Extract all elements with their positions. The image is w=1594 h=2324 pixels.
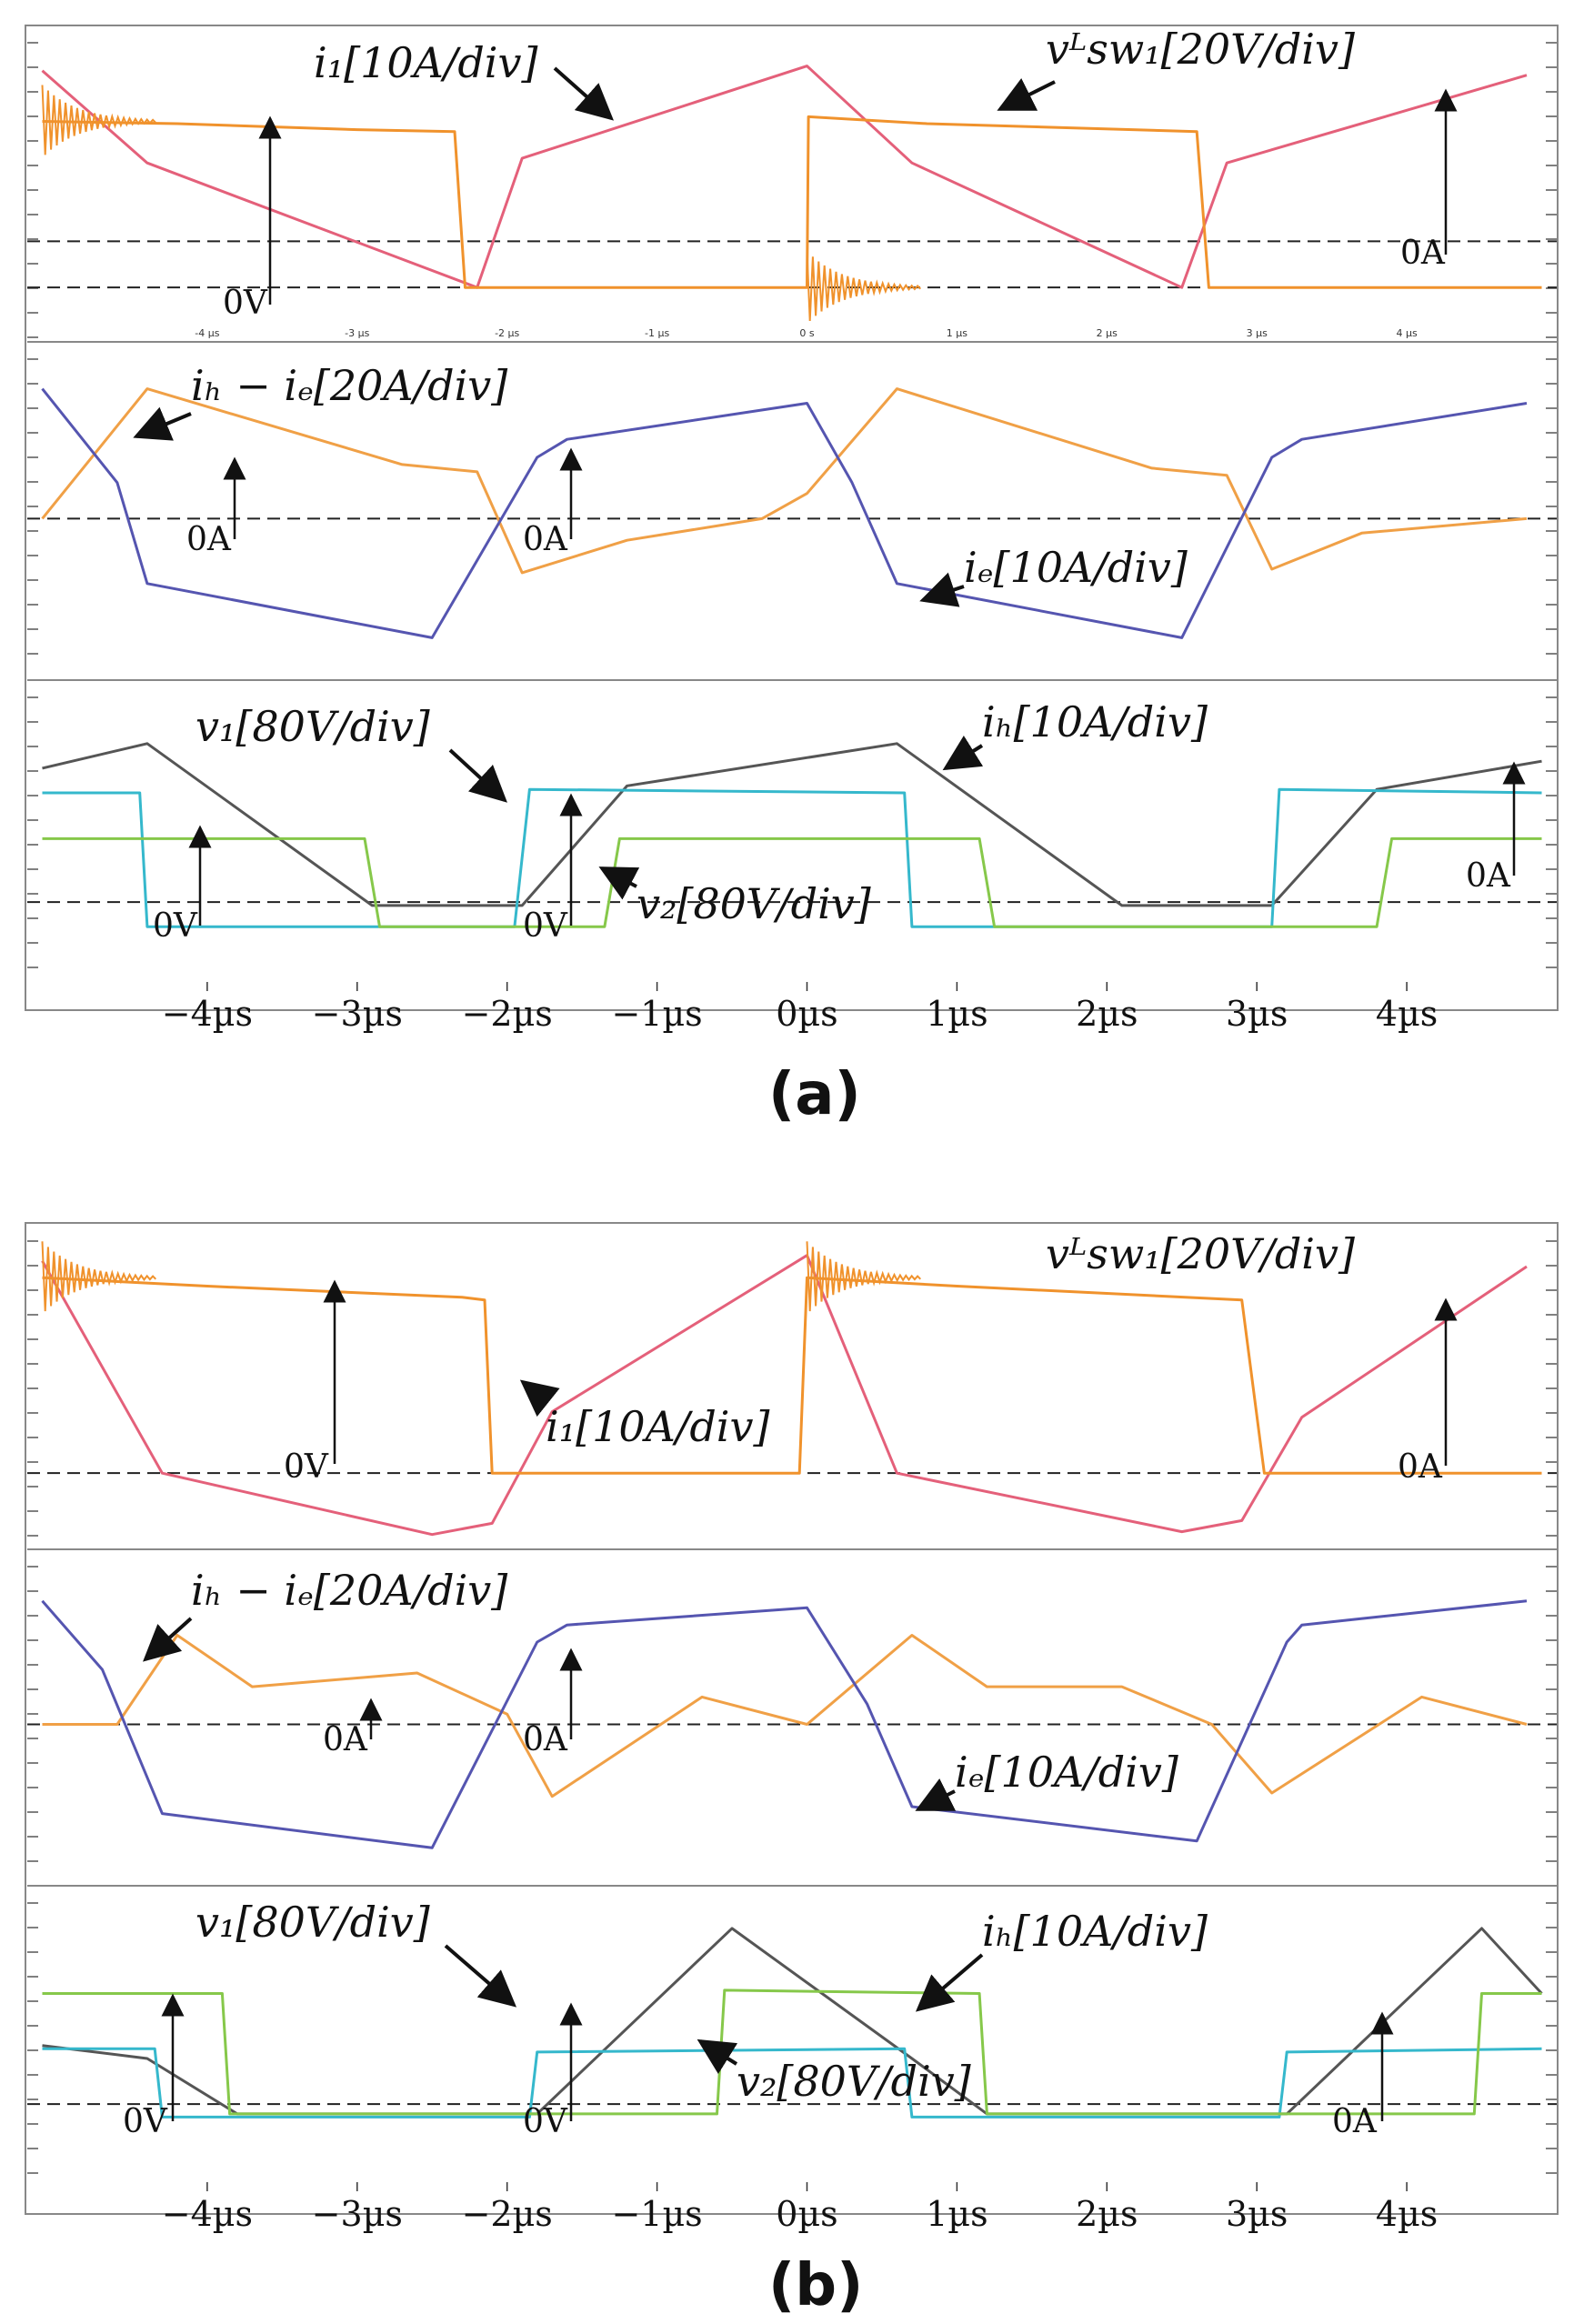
- scope-tick-label: -1 µs: [645, 327, 669, 339]
- caption-a: (a): [768, 1061, 861, 1128]
- arrow-a-ihie: [133, 406, 192, 441]
- label-b-ihie: iₕ − iₑ[20A/div]: [191, 1566, 507, 1615]
- ref-a-top-0a: 0A: [1400, 235, 1446, 272]
- grid-b: −4µs −3µs −2µs −1µs 0µs 1µs 2µs 3µs 4µs: [27, 1240, 1557, 2234]
- ringing-vsw1: [806, 251, 922, 322]
- scope-tick-label: 2 µs: [1097, 327, 1118, 339]
- trace-ih-ie: [42, 1634, 1528, 1798]
- scope-tick-label: 4 µs: [1396, 327, 1417, 339]
- label-b-ie: iₑ[10A/div]: [955, 1748, 1178, 1797]
- ref-a-bot-0v-1: 0V: [153, 907, 198, 945]
- trace-v1: [42, 787, 1542, 928]
- label-a-v2: v₂[80V/div]: [637, 879, 871, 928]
- arrow-b-v1: [444, 1944, 517, 2008]
- trace-ih: [42, 742, 1542, 907]
- x-tick-label: 2µs: [1076, 2194, 1138, 2234]
- trace-vsw1: [42, 1276, 1542, 1475]
- x-tick-label: 0µs: [776, 2194, 837, 2234]
- arrow-a-v1: [448, 748, 507, 803]
- trace-v2: [42, 1988, 1542, 2116]
- x-tick-label: 4µs: [1376, 994, 1438, 1034]
- trace-ih-ie: [41, 387, 1528, 575]
- arrow-a-ih: [942, 735, 984, 771]
- ref-a-mid-0a-1: 0A: [186, 521, 232, 558]
- label-a-ih: iₕ[10A/div]: [982, 697, 1208, 746]
- x-tick-label: −1µs: [611, 2194, 702, 2234]
- trace-i1: [41, 65, 1528, 289]
- ref-b-top-0a: 0A: [1398, 1448, 1443, 1486]
- scope-tick-label: 3 µs: [1247, 327, 1268, 339]
- trace-ie: [41, 1599, 1528, 1849]
- x-tick-label: −3µs: [312, 994, 403, 1034]
- ref-b-bot-0v-1: 0V: [123, 2103, 168, 2140]
- ref-b-mid-0a-1: 0A: [323, 1721, 368, 1758]
- x-tick-label: 3µs: [1226, 2194, 1288, 2234]
- ref-b-bot-0a: 0A: [1332, 2103, 1378, 2140]
- ref-a-mid-0a-2: 0A: [523, 521, 568, 558]
- label-a-ihie: iₕ − iₑ[20A/div]: [191, 361, 507, 410]
- ringing-vsw1: [41, 1241, 157, 1312]
- arrow-b-ih: [915, 1953, 984, 2012]
- arrow-b-v2: [697, 2039, 738, 2075]
- arrow-a-vsw: [997, 78, 1056, 111]
- ref-b-bot-0v-2: 0V: [523, 2103, 568, 2140]
- label-a-vsw: vᴸsw₁[20V/div]: [1046, 25, 1355, 74]
- label-b-i1: i₁[10A/div]: [546, 1402, 769, 1451]
- scope-tick-label: -2 µs: [495, 327, 519, 339]
- trace-vsw1: [42, 115, 1542, 289]
- scope-tick-label: -3 µs: [345, 327, 369, 339]
- arrow-b-i1: [519, 1379, 560, 1417]
- scope-tick-label: 0 s: [799, 327, 814, 339]
- arrow-a-v2: [598, 866, 640, 900]
- x-tick-label: −4µs: [162, 994, 253, 1034]
- x-tick-label: −2µs: [462, 994, 553, 1034]
- x-tick-label: 1µs: [926, 994, 987, 1034]
- scope-tick-label: 1 µs: [947, 327, 967, 339]
- x-tick-label: 0µs: [776, 994, 837, 1034]
- trace-v2: [42, 836, 1542, 928]
- grid-a: −4µs −3µs −2µs −1µs 0µs 1µs 2µs 3µs 4µs -4 µs -3 µ…: [27, 42, 1557, 1034]
- label-a-v1: v₁[80V/div]: [195, 702, 430, 751]
- x-tick-label: −1µs: [611, 994, 702, 1034]
- ref-a-bot-0v-2: 0V: [523, 907, 568, 945]
- figure-a: −4µs −3µs −2µs −1µs 0µs 1µs 2µs 3µs 4µs -4 µs -3 µ…: [25, 25, 1559, 1034]
- label-b-v2: v₂[80V/div]: [737, 2057, 971, 2106]
- ringing-vsw1: [806, 1241, 922, 1312]
- x-tick-label: 4µs: [1376, 2194, 1438, 2234]
- x-tick-label: 3µs: [1226, 994, 1288, 1034]
- ringing-vsw1: [41, 85, 157, 155]
- ref-a-bot-0a: 0A: [1466, 857, 1511, 895]
- arrow-a-i1: [553, 66, 614, 121]
- x-tick-label: −4µs: [162, 2194, 253, 2234]
- trace-ie: [41, 387, 1528, 639]
- arrow-b-ihie: [143, 1617, 193, 1662]
- ref-b-top-0v: 0V: [284, 1448, 329, 1486]
- arrow-a-ie: [919, 572, 965, 607]
- x-tick-label: −2µs: [462, 2194, 553, 2234]
- label-a-ie: iₑ[10A/div]: [964, 543, 1188, 592]
- x-tick-label: 1µs: [926, 2194, 987, 2234]
- caption-b: (b): [768, 2252, 863, 2319]
- x-tick-label: −3µs: [312, 2194, 403, 2234]
- panels-a: [27, 65, 1557, 928]
- ref-a-top-0v: 0V: [223, 285, 268, 322]
- figure-b: −4µs −3µs −2µs −1µs 0µs 1µs 2µs 3µs 4µs vᴸsw₁[20…: [25, 1222, 1559, 2234]
- label-a-i1: i₁[10A/div]: [314, 38, 537, 87]
- label-b-v1: v₁[80V/div]: [195, 1898, 430, 1947]
- x-tick-label: 2µs: [1076, 994, 1138, 1034]
- panels-b: [27, 1241, 1557, 2119]
- label-b-vsw: vᴸsw₁[20V/div]: [1046, 1229, 1355, 1278]
- ref-b-mid-0a-2: 0A: [523, 1721, 568, 1758]
- label-b-ih: iₕ[10A/div]: [982, 1907, 1208, 1956]
- arrow-b-ie: [915, 1778, 957, 1811]
- scope-tick-label: -4 µs: [195, 327, 219, 339]
